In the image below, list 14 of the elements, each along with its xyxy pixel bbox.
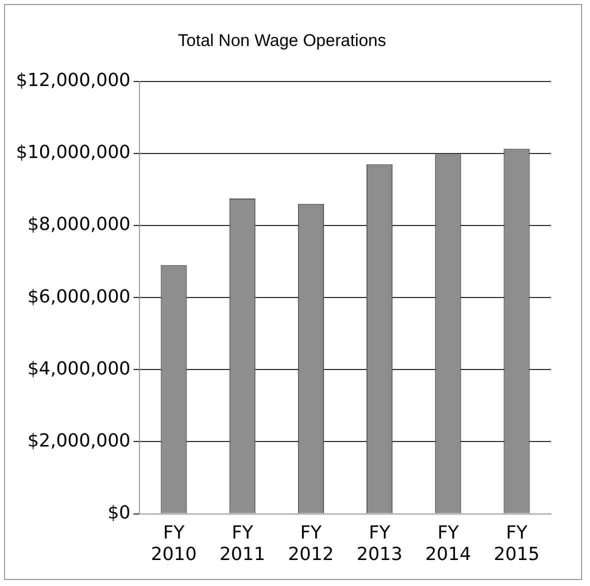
x-tick-label: FY 2013 (356, 522, 402, 565)
x-tick-label: FY 2010 (150, 522, 197, 565)
x-tick-label: FY 2015 (494, 522, 540, 565)
y-tick-label: $12,000,000 (16, 70, 131, 92)
y-tick-label: $4,000,000 (27, 358, 131, 380)
y-tick-label: $10,000,000 (16, 142, 131, 164)
x-tick-label: FY 2011 (219, 522, 266, 565)
y-tick-label: $2,000,000 (27, 430, 131, 452)
chart-title: Total Non Wage Operations (178, 30, 386, 50)
x-tick-label: FY 2012 (288, 522, 334, 565)
y-tick-label: $0 (108, 502, 131, 524)
x-tick-label: FY 2014 (425, 522, 472, 565)
y-tick-label: $6,000,000 (27, 286, 131, 308)
y-tick-label: $8,000,000 (27, 214, 131, 236)
